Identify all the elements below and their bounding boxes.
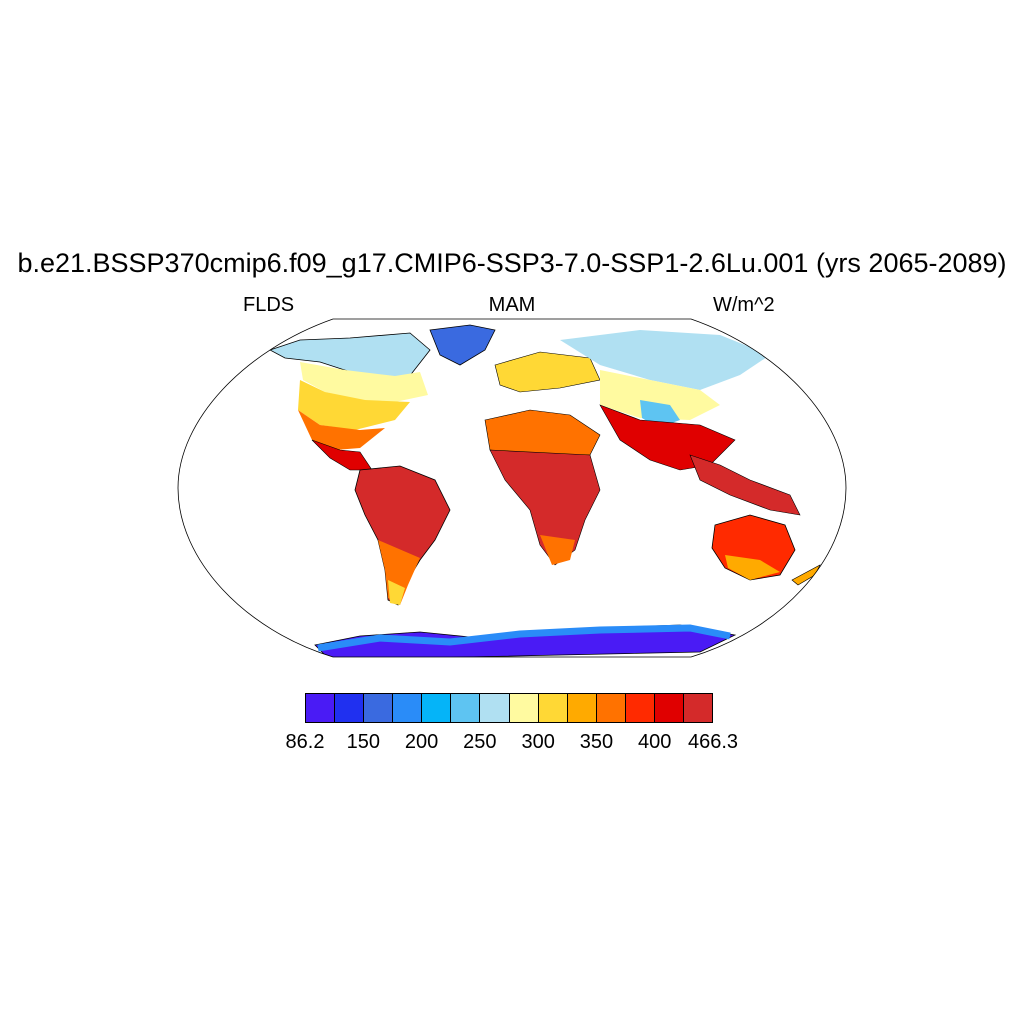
africa-south — [540, 535, 575, 565]
australia-south — [725, 555, 780, 580]
colorbar-swatch — [364, 694, 394, 722]
south-america-tip — [388, 580, 405, 605]
colorbar-swatch — [393, 694, 423, 722]
colorbar-swatch — [567, 694, 597, 722]
north-america-mid — [298, 380, 410, 430]
colorbar-tick-label: 200 — [404, 731, 439, 753]
colorbar-tick-label: 250 — [463, 731, 497, 753]
africa-north — [484, 409, 601, 456]
colorbar-swatch — [625, 694, 655, 722]
south-america-south — [378, 540, 420, 605]
colorbar-tick-label: 86.2 — [285, 731, 325, 753]
colorbar-swatch — [422, 694, 452, 722]
colorbar-swatch — [596, 694, 626, 722]
units-label: W/m^2 — [713, 294, 775, 316]
colorbar-tick-label: 350 — [579, 731, 614, 753]
colorbar-swatch — [306, 694, 336, 722]
colorbar-swatch — [335, 694, 365, 722]
antarctica-coast — [317, 624, 731, 652]
plot-title: b.e21.BSSP370cmip6.f09_g17.CMIP6-SSP3-7.… — [17, 248, 1007, 278]
colorbar-tick-label: 150 — [346, 731, 380, 753]
asia-central — [600, 370, 720, 420]
africa-central — [489, 449, 601, 566]
colorbar-swatch — [480, 694, 510, 722]
greenland — [429, 324, 496, 366]
asia-north — [560, 330, 770, 390]
colorbar — [305, 693, 713, 723]
indonesia — [689, 454, 801, 516]
season-label: MAM — [488, 294, 536, 316]
colorbar-swatch — [684, 694, 713, 722]
variable-label: FLDS — [243, 294, 295, 316]
colorbar-tick-label: 466.3 — [687, 731, 739, 753]
map-frame — [177, 318, 847, 658]
north-america-south — [298, 410, 385, 450]
colorbar-swatch — [451, 694, 481, 722]
colorbar-swatch — [538, 694, 568, 722]
north-america-arctic — [268, 332, 431, 383]
new-zealand — [791, 564, 821, 586]
north-america-east — [300, 362, 428, 402]
colorbar-swatch — [509, 694, 539, 722]
europe — [494, 351, 601, 393]
colorbar-swatch — [654, 694, 685, 722]
colorbar-tick-label: 400 — [638, 731, 672, 753]
colorbar-tick-label: 300 — [521, 731, 555, 753]
